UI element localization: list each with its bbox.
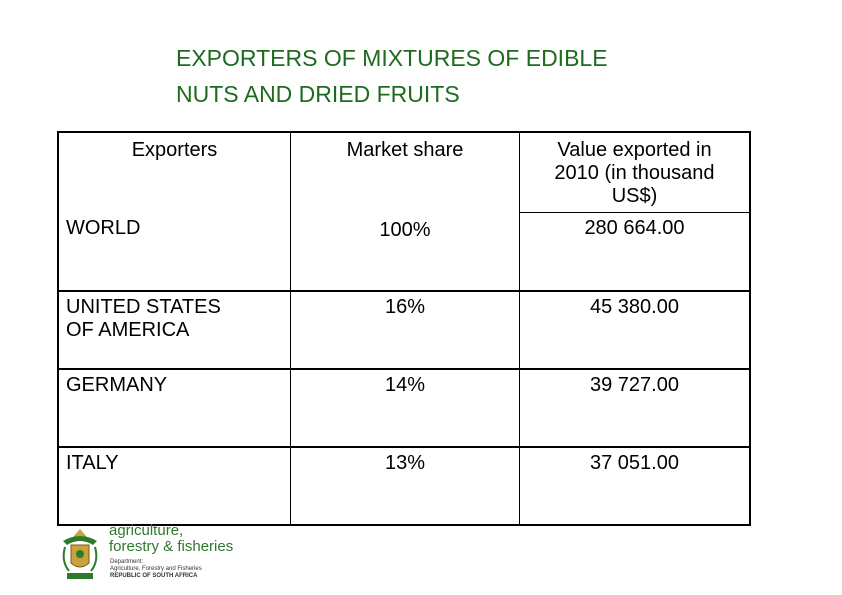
market-share-column: Market share 100% <box>290 132 520 291</box>
exporters-column: Exporters WORLD <box>58 132 291 291</box>
coat-of-arms-icon <box>62 529 98 579</box>
export-value: 39 727.00 <box>590 374 679 396</box>
value-column: Value exported in 2010 (in thousand US$)… <box>520 132 751 291</box>
table-row: ITALY 13% 37 051.00 <box>58 446 750 525</box>
table-header-row: Exporters WORLD Market share 100% Value … <box>58 132 750 291</box>
logo-subtext: Department: Agriculture, Forestry and Fi… <box>110 559 202 580</box>
country-name-line: UNITED STATES <box>66 296 221 318</box>
table-row: GERMANY 14% 39 727.00 <box>58 368 750 447</box>
logo-line-1: agriculture, <box>109 522 184 539</box>
exporters-table: Exporters WORLD Market share 100% Value … <box>57 131 751 526</box>
market-share-value: 14% <box>384 374 426 396</box>
header-exporters: Exporters <box>131 139 218 161</box>
logo-line-2: forestry & fisheries <box>109 538 234 555</box>
header-market-share: Market share <box>346 139 464 161</box>
header-value: Value exported in 2010 (in thousand US$) <box>520 139 749 208</box>
country-name: UNITED STATES OF AMERICA <box>66 296 286 342</box>
header-value-line-2: 2010 (in thousand <box>554 162 715 184</box>
country-name: ITALY <box>66 452 119 474</box>
country-name: GERMANY <box>66 374 168 396</box>
title-line-1: EXPORTERS OF MIXTURES OF EDIBLE <box>176 45 608 71</box>
header-value-line-1: Value exported in <box>557 139 712 161</box>
department-logo: agriculture, forestry & fisheries Depart… <box>57 523 247 585</box>
export-value: 37 051.00 <box>590 452 679 474</box>
logo-subtext-line: Agriculture, Forestry and Fisheries <box>110 566 202 572</box>
page-title: EXPORTERS OF MIXTURES OF EDIBLE NUTS AND… <box>176 40 776 112</box>
world-share: 100% <box>379 219 431 241</box>
header-value-line-3: US$) <box>611 185 658 207</box>
market-share-value: 13% <box>384 452 426 474</box>
world-value: 280 664.00 <box>584 217 685 239</box>
country-name-line: OF AMERICA <box>66 319 190 341</box>
export-value: 45 380.00 <box>590 296 679 318</box>
logo-subtext-line: Department: <box>110 559 144 565</box>
world-name: WORLD <box>66 217 141 239</box>
table-row: UNITED STATES OF AMERICA 16% 45 380.00 <box>58 290 750 369</box>
header-divider <box>520 212 749 213</box>
logo-subtext-line: REPUBLIC OF SOUTH AFRICA <box>110 573 198 579</box>
title-line-2: NUTS AND DRIED FRUITS <box>176 81 460 107</box>
market-share-value: 16% <box>384 296 426 318</box>
